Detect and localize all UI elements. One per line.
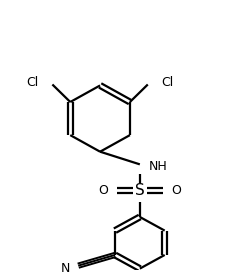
Text: N: N xyxy=(60,262,70,275)
Text: O: O xyxy=(171,184,181,197)
Text: Cl: Cl xyxy=(26,76,38,89)
Text: Cl: Cl xyxy=(161,76,173,89)
Text: O: O xyxy=(98,184,108,197)
Text: NH: NH xyxy=(148,160,167,173)
Text: S: S xyxy=(134,183,144,198)
